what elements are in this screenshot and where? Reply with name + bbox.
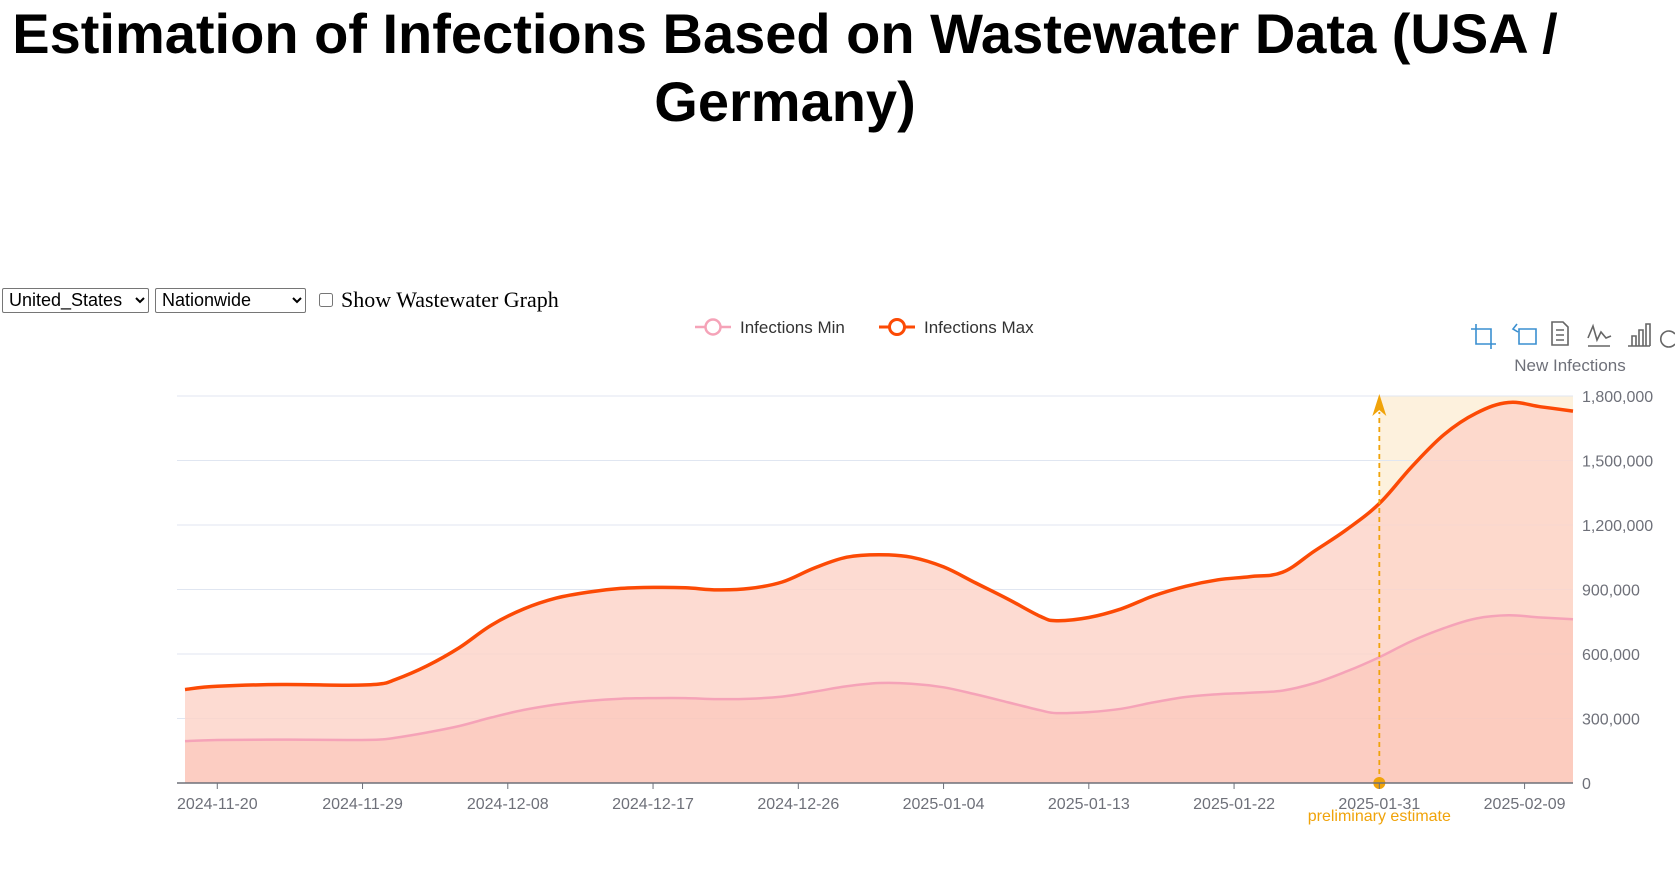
chart-toolbox: New Infections bbox=[1471, 321, 1675, 375]
y-tick-label: 300,000 bbox=[1582, 712, 1640, 729]
legend-item-max[interactable]: Infections Max bbox=[879, 318, 1034, 337]
bar-chart-icon[interactable] bbox=[1628, 323, 1651, 347]
x-tick-label: 2024-12-26 bbox=[757, 796, 839, 813]
legend-max-symbol bbox=[888, 318, 906, 336]
x-tick-label: 2025-01-04 bbox=[903, 796, 985, 813]
x-tick-label: 2024-12-17 bbox=[612, 796, 694, 813]
max-series-line bbox=[184, 400, 1574, 692]
x-tick-label: 2025-01-22 bbox=[1193, 796, 1275, 813]
data-view-icon[interactable] bbox=[1551, 321, 1569, 346]
y-tick-label: 1,500,000 bbox=[1582, 454, 1653, 471]
min-series-line bbox=[184, 614, 1574, 743]
controls-bar: United_States Nationwide Show Wastewater… bbox=[2, 287, 559, 313]
x-tick-label: 2024-11-20 bbox=[177, 796, 258, 813]
legend-min-label: Infections Min bbox=[740, 318, 845, 337]
zoom-icon[interactable] bbox=[1471, 324, 1496, 349]
x-tick-label: 2025-01-31 bbox=[1338, 796, 1420, 813]
y-tick-label: 0 bbox=[1582, 776, 1591, 793]
line-chart-icon[interactable] bbox=[1587, 323, 1612, 347]
x-tick-label: 2024-12-08 bbox=[467, 796, 549, 813]
page-title: Estimation of Infections Based on Wastew… bbox=[12, 2, 1558, 133]
show-wastewater-checkbox[interactable] bbox=[319, 293, 333, 307]
y-tick-label: 1,800,000 bbox=[1582, 389, 1653, 406]
x-tick-label: 2025-02-09 bbox=[1484, 796, 1566, 813]
plot-area: preliminary estimate 0 300,000 600,000 900,… bbox=[177, 389, 1653, 825]
preliminary-arrow bbox=[1372, 394, 1387, 416]
x-axis: 2024-11-20 2024-11-29 2024-12-08 2024-12-17… bbox=[177, 783, 1566, 813]
y-axis-title: New Infections bbox=[1514, 356, 1626, 375]
show-wastewater-label: Show Wastewater Graph bbox=[341, 287, 559, 312]
chart-legend: Infections Min Infections Max bbox=[695, 318, 1034, 337]
y-tick-label: 600,000 bbox=[1582, 647, 1640, 664]
y-axis: 0 300,000 600,000 900,000 1,200,000 1,500,000… bbox=[1582, 389, 1653, 793]
region-select[interactable]: Nationwide bbox=[155, 287, 306, 313]
y-tick-label: 900,000 bbox=[1582, 583, 1640, 600]
y-tick-label: 1,200,000 bbox=[1582, 518, 1653, 535]
country-select[interactable]: United_States bbox=[2, 287, 149, 313]
legend-min-symbol bbox=[704, 318, 722, 336]
legend-max-label: Infections Max bbox=[924, 318, 1034, 337]
legend-item-min[interactable]: Infections Min bbox=[695, 318, 845, 337]
x-tick-label: 2025-01-13 bbox=[1048, 796, 1130, 813]
infections-chart: Infections Min Infections Max New Infect… bbox=[177, 318, 1675, 825]
restore-icon[interactable] bbox=[1660, 330, 1675, 348]
max-series-area bbox=[185, 402, 1573, 783]
x-tick-label: 2024-11-29 bbox=[322, 796, 403, 813]
preliminary-label: preliminary estimate bbox=[1308, 808, 1451, 825]
zoom-reset-icon[interactable] bbox=[1511, 323, 1537, 345]
min-series-area bbox=[185, 615, 1573, 783]
